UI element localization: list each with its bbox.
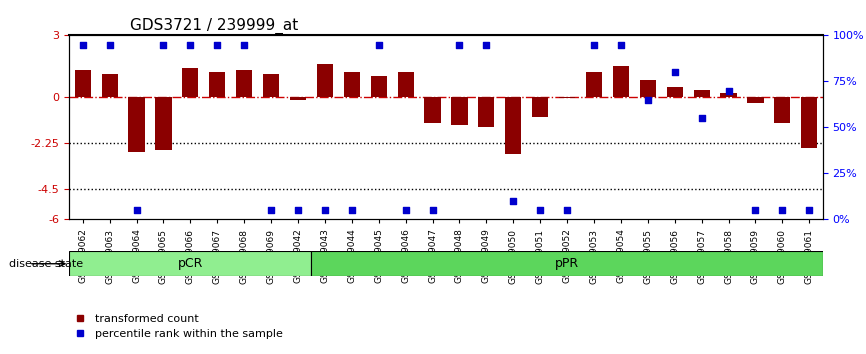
Point [668, 69, 682, 75]
Bar [559, 97, 575, 98]
Point [480, 42, 494, 47]
Bar [236, 70, 252, 97]
Bar [344, 72, 360, 97]
Bar [182, 68, 198, 97]
Bar [505, 97, 521, 154]
Point [264, 207, 278, 213]
Point [291, 207, 305, 213]
Point [453, 42, 467, 47]
Bar [74, 70, 91, 97]
Point [748, 207, 762, 213]
Bar [371, 76, 387, 97]
Bar [667, 86, 682, 97]
Point [802, 207, 816, 213]
Point [345, 207, 359, 213]
Point [318, 207, 332, 213]
Text: GDS3721 / 239999_at: GDS3721 / 239999_at [130, 18, 298, 34]
Point [210, 42, 224, 47]
Point [76, 42, 90, 47]
Bar [613, 66, 629, 97]
Point [372, 42, 385, 47]
Point [425, 207, 439, 213]
Bar [210, 72, 225, 97]
Point [184, 42, 197, 47]
Bar [532, 97, 548, 117]
Point [533, 207, 547, 213]
Text: disease state: disease state [9, 259, 83, 269]
Point [130, 207, 144, 213]
Text: pCR: pCR [178, 257, 203, 270]
Point [560, 207, 574, 213]
Bar [128, 97, 145, 152]
Bar [774, 97, 791, 123]
Point [614, 42, 628, 47]
Point [721, 88, 735, 93]
Bar [478, 97, 494, 127]
Bar [721, 93, 737, 97]
Point [641, 97, 655, 103]
Bar [397, 72, 414, 97]
Bar [586, 72, 602, 97]
Text: pPR: pPR [555, 257, 579, 270]
Point [398, 207, 412, 213]
Point [587, 42, 601, 47]
Point [157, 42, 171, 47]
Point [695, 115, 708, 121]
FancyBboxPatch shape [69, 251, 312, 276]
Legend: transformed count, percentile rank within the sample: transformed count, percentile rank withi… [74, 314, 282, 339]
Bar [694, 90, 709, 97]
Point [237, 42, 251, 47]
Point [103, 42, 117, 47]
Point [507, 198, 520, 204]
Bar [424, 97, 441, 123]
FancyBboxPatch shape [312, 251, 823, 276]
Point [775, 207, 789, 213]
Bar [263, 74, 279, 97]
Bar [317, 64, 333, 97]
Bar [101, 74, 118, 97]
Bar [801, 97, 818, 148]
Bar [640, 80, 656, 97]
Bar [451, 97, 468, 125]
Bar [290, 97, 306, 100]
Bar [155, 97, 171, 150]
Bar [747, 97, 764, 103]
